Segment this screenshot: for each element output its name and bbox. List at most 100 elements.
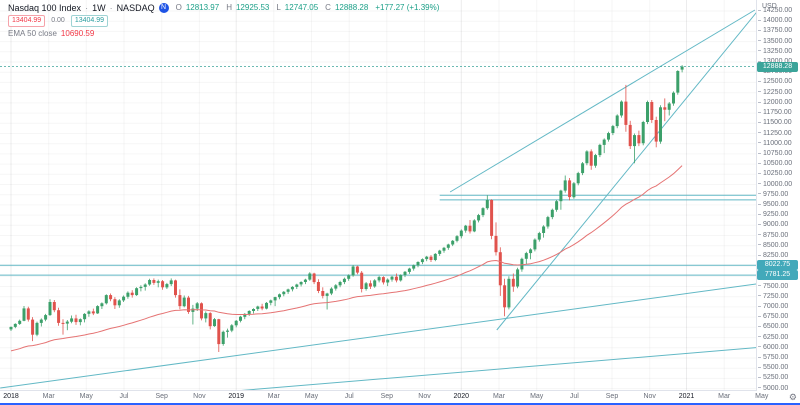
candle [308,272,312,281]
time-axis-label: 2019 [228,393,244,400]
candle [594,153,597,168]
time-axis-label: Nov [418,393,431,400]
candle [342,277,346,285]
candle [464,224,468,233]
candle [386,278,390,287]
candle [213,318,216,327]
price-axis-label: 10000.00 [758,181,792,189]
candle [260,303,264,311]
candle [481,207,485,218]
candle [498,247,502,296]
candle [265,302,268,310]
trendline[interactable] [496,8,756,331]
symbol-row[interactable]: Nasdaq 100 Index · 1W · NASDAQ N O 12813… [8,3,439,13]
change-value: +177.27 (+1.39%) [375,3,440,12]
candle [169,278,173,287]
candle [221,330,225,346]
time-axis-label: Jul [569,393,579,400]
candle [394,273,398,283]
candle [364,282,368,291]
candle [78,318,82,326]
separator: · [109,3,113,13]
price-axis-label: 13000.00 [758,58,792,66]
interval-label[interactable]: 1W [92,3,106,13]
candles [9,65,684,352]
candle [35,321,39,337]
time-axis-label: Sep [380,393,394,400]
price-axis-label: 8750.00 [758,232,788,240]
trendline[interactable] [115,344,756,390]
price-axis-label: 6250.00 [758,334,788,342]
trendline[interactable] [449,9,756,193]
gear-icon[interactable]: ⚙ [788,392,797,402]
price-badge-teal[interactable]: 13404.99 [70,15,109,27]
drawing-price-badge: 8022.75 [757,260,798,271]
close-value: 12888.28 [334,3,369,12]
candle [208,312,212,330]
price-axis-label: 7500.00 [758,283,788,291]
candle [438,249,442,256]
candle [74,314,78,325]
candle [546,215,550,229]
candle [516,267,520,289]
candle [234,320,238,328]
symbol-title[interactable]: Nasdaq 100 Index [8,3,82,13]
indicator-row-ema[interactable]: EMA 50 close 10690.59 [8,29,439,39]
bottom-accent-bar [0,403,800,405]
price-axis-label: 11000.00 [758,140,792,148]
candle [269,299,273,306]
candle [135,287,139,296]
candle [511,273,515,292]
ema-label[interactable]: EMA 50 close [8,29,57,38]
ema-line[interactable] [10,165,683,352]
candle [429,255,433,262]
time-axis-label: Nov [193,393,206,400]
trendline[interactable] [0,278,756,389]
candle [468,220,472,234]
time-axis-label: Sep [155,393,168,400]
candle [650,100,654,123]
indicator-row-hilo[interactable]: 13404.99 0.00 13404.99 [8,15,439,27]
candle [368,280,372,289]
price-axis-label: 12500.00 [758,78,792,86]
candle [161,280,165,290]
candle [252,308,255,314]
candle [624,84,628,132]
candle [628,120,632,149]
exchange-label: NASDAQ [116,3,155,13]
candle [273,296,277,307]
candle [403,271,407,278]
candle [615,114,619,129]
candle [455,235,459,243]
candle [61,319,65,335]
candle [57,307,61,326]
chart-pane[interactable] [0,0,757,391]
time-axis[interactable]: ⚙ 2018 Mar May Jul Sep Nov 2019 Mar May Jul Sep Nov… [0,391,800,403]
candle [637,130,641,147]
candle [602,138,606,154]
time-axis-label: Mar [492,393,506,400]
candle [568,178,572,201]
price-axis-label: 14250.00 [758,7,792,15]
time-axis-label: May [304,393,319,400]
candle [663,98,667,122]
candle [156,279,160,288]
price-axis-label: 5250.00 [758,374,788,382]
candle [581,162,585,176]
price-axis[interactable]: USD 14250.00 14000.00 13750.00 13500.00 1325… [757,0,800,393]
candle [654,116,658,148]
price-axis-label: 5000.00 [758,385,788,393]
candle [148,278,152,286]
candle [109,293,113,302]
price-axis-label: 11750.00 [758,109,792,117]
candle [641,120,645,146]
candlestick-chart[interactable] [0,0,756,390]
time-axis-label: Jul [119,393,129,400]
candle [83,313,87,323]
price-axis-label: 11250.00 [758,130,792,138]
price-badge-red[interactable]: 13404.99 [8,15,46,27]
price-axis-label: 8500.00 [758,242,788,250]
high-label: H [226,3,232,12]
last-price-badge: 12888.28 [757,61,798,72]
candle [338,280,342,288]
